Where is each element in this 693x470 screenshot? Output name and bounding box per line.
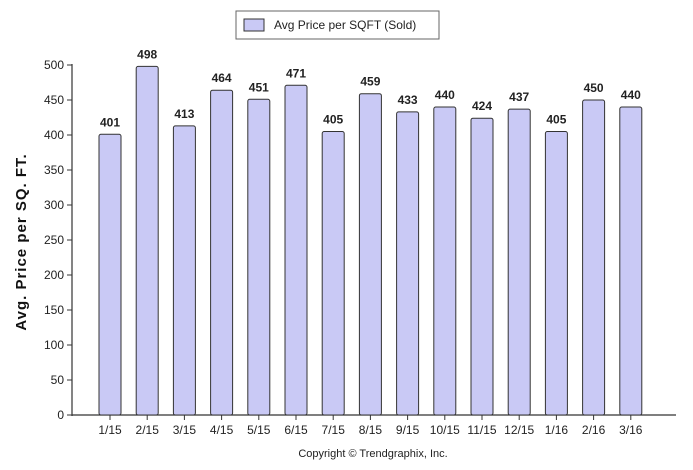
x-tick-label: 12/15: [504, 423, 534, 437]
y-tick-label: 200: [44, 268, 64, 282]
data-label: 413: [174, 107, 194, 121]
bar: [358, 93, 382, 416]
data-label: 440: [621, 88, 641, 102]
x-tick-label: 10/15: [430, 423, 460, 437]
y-tick-label: 300: [44, 198, 64, 212]
bar: [619, 106, 643, 416]
x-tick-label: 8/15: [359, 423, 383, 437]
y-axis-title: Avg. Price per SQ. FT.: [13, 153, 30, 330]
data-label: 405: [546, 113, 566, 127]
data-label: 464: [212, 71, 232, 85]
bar: [396, 111, 420, 416]
bar: [210, 89, 234, 416]
x-tick-label: 3/16: [619, 423, 643, 437]
data-label: 440: [435, 88, 455, 102]
y-tick-label: 150: [44, 303, 64, 317]
y-axis-ticks: 0 50 100 150 200 250 300 350 400 450 500: [44, 58, 72, 422]
data-label: 433: [398, 93, 418, 107]
bars: [98, 65, 643, 416]
x-tick-label: 6/15: [284, 423, 308, 437]
y-tick-label: 250: [44, 233, 64, 247]
data-label: 437: [509, 90, 529, 104]
x-axis-ticks: 1/15 2/15 3/15 4/15 5/15 6/15 7/15 8/15 9/15 10/1…: [98, 415, 643, 437]
copyright-text: Copyright © Trendgraphix, Inc.: [298, 448, 447, 460]
data-label: 498: [137, 47, 157, 61]
bar: [470, 117, 494, 416]
y-tick-label: 50: [51, 373, 65, 387]
bar: [172, 125, 196, 416]
y-tick-label: 350: [44, 163, 64, 177]
legend-swatch: [243, 18, 265, 32]
x-tick-label: 1/16: [545, 423, 569, 437]
bar: [284, 84, 308, 416]
bar: [544, 131, 568, 416]
bar: [98, 133, 122, 416]
x-tick-label: 11/15: [467, 423, 496, 437]
legend-box: [235, 10, 440, 40]
data-label: 451: [249, 80, 269, 94]
x-tick-label: 3/15: [173, 423, 197, 437]
bar: [135, 65, 159, 416]
bar: [247, 98, 271, 416]
data-label: 401: [100, 115, 120, 129]
x-tick-label: 2/16: [582, 423, 606, 437]
y-tick-label: 100: [44, 338, 64, 352]
y-tick-label: 400: [44, 128, 64, 142]
data-label: 424: [472, 99, 492, 113]
legend-label: Avg Price per SQFT (Sold): [274, 18, 416, 32]
x-tick-label: 9/15: [396, 423, 420, 437]
bar: [507, 108, 531, 416]
data-label: 405: [323, 113, 343, 127]
bar: [433, 106, 457, 416]
bar: [321, 131, 345, 416]
x-tick-label: 5/15: [247, 423, 271, 437]
data-label: 471: [286, 66, 306, 80]
data-label: 459: [360, 75, 380, 89]
x-tick-label: 1/15: [98, 423, 122, 437]
data-labels: 401 498 413 464 451 471 405 459 433 440 424 437 405 4…: [100, 47, 641, 129]
data-label: 450: [584, 81, 604, 95]
y-tick-label: 500: [44, 58, 64, 72]
bar: [582, 99, 606, 416]
legend: Avg Price per SQFT (Sold): [235, 10, 440, 40]
x-tick-label: 2/15: [136, 423, 160, 437]
x-tick-label: 7/15: [322, 423, 346, 437]
y-tick-label: 450: [44, 93, 64, 107]
x-tick-label: 4/15: [210, 423, 234, 437]
y-tick-label: 0: [57, 408, 64, 422]
